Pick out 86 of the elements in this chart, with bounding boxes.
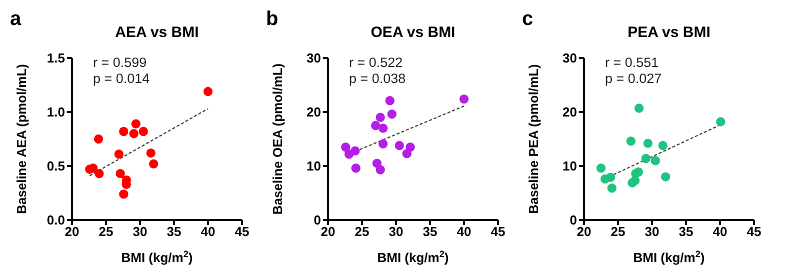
- point: [94, 134, 104, 144]
- x-tick-label: 40: [456, 224, 472, 240]
- x-axis-title: BMI (kg/m$^{2}$): [377, 249, 449, 265]
- y-axis-title: Baseline OEA (pmol/mL): [270, 63, 285, 215]
- y-tick-label: 0.5: [46, 158, 65, 174]
- x-tick-label: 45: [490, 224, 506, 240]
- x-tick-label: 40: [712, 224, 728, 240]
- chart-title: PEA vs BMI: [626, 24, 712, 41]
- point: [378, 124, 388, 133]
- y-tick-label: 20: [306, 104, 321, 120]
- point: [661, 172, 670, 182]
- point: [203, 86, 213, 96]
- point: [643, 138, 653, 148]
- point: [650, 156, 660, 166]
- point: [387, 110, 397, 119]
- x-tick-label: 20: [576, 224, 592, 240]
- point: [371, 120, 380, 130]
- x-tick-label: 35: [422, 224, 438, 240]
- text: a: [10, 8, 22, 31]
- point: [146, 148, 156, 158]
- point: [406, 142, 415, 152]
- point: [88, 164, 98, 173]
- point: [138, 126, 148, 136]
- y-tick-label: 1.0: [46, 104, 65, 120]
- annotation: p = 0.027: [605, 71, 662, 87]
- annotation: r = 0.522: [349, 55, 404, 71]
- point: [385, 96, 394, 106]
- point: [376, 112, 385, 122]
- x-tick-label: 30: [388, 224, 404, 240]
- x-tick-label: 25: [98, 224, 114, 240]
- y-tick-label: 30: [306, 50, 321, 66]
- x-tick-label: 25: [610, 224, 626, 240]
- point: [716, 117, 726, 126]
- x-tick-label: 40: [200, 224, 216, 240]
- x-tick-label: 20: [64, 224, 80, 240]
- point: [351, 164, 360, 173]
- annotation: p = 0.014: [93, 71, 150, 87]
- x-axis-title: BMI (kg/m$^{2}$): [121, 249, 193, 265]
- point: [116, 168, 125, 178]
- x-tick-label: 45: [234, 224, 250, 240]
- y-tick-label: 10: [306, 158, 321, 174]
- point: [350, 146, 360, 156]
- point: [378, 139, 388, 148]
- y-tick-label: 0.0: [46, 212, 65, 228]
- y-tick-label: 20: [562, 104, 577, 120]
- point: [94, 168, 104, 178]
- text: c: [522, 8, 534, 31]
- point: [394, 140, 404, 150]
- annotation: r = 0.551: [605, 55, 660, 71]
- y-tick-label: 30: [562, 50, 577, 66]
- y-axis-title: Baseline AEA (pmol/mL): [14, 64, 29, 214]
- y-tick-label: 10: [562, 158, 577, 174]
- x-tick-label: 25: [354, 224, 370, 240]
- y-axis-title: Baseline PEA (pmol/mL): [526, 64, 541, 214]
- point: [606, 172, 616, 182]
- point: [114, 150, 124, 159]
- x-tick-label: 20: [320, 224, 336, 240]
- x-tick-label: 35: [678, 224, 694, 240]
- text: b: [266, 8, 278, 31]
- x-axis-title: BMI (kg/m$^{2}$): [633, 249, 705, 265]
- point: [376, 165, 385, 174]
- point: [459, 94, 469, 104]
- point: [607, 184, 616, 193]
- x-tick-label: 30: [644, 224, 660, 240]
- point: [634, 167, 643, 177]
- point: [149, 159, 158, 168]
- point: [626, 136, 636, 146]
- y-tick-label: 0: [570, 212, 577, 228]
- y-tick-label: 1.5: [46, 50, 65, 66]
- point: [634, 104, 644, 113]
- point: [119, 189, 128, 199]
- point: [641, 154, 650, 164]
- chart-title: OEA vs BMI: [370, 24, 456, 41]
- annotation: p = 0.038: [349, 71, 406, 87]
- y-tick-label: 0: [314, 212, 321, 228]
- point: [131, 119, 141, 128]
- point: [129, 129, 138, 138]
- x-tick-label: 30: [132, 224, 148, 240]
- point: [596, 164, 606, 173]
- annotation: r = 0.599: [93, 55, 148, 71]
- chart-title: AEA vs BMI: [114, 24, 200, 41]
- x-tick-label: 35: [166, 224, 182, 240]
- x-tick-label: 45: [746, 224, 762, 240]
- point: [341, 142, 350, 152]
- point: [658, 140, 668, 150]
- point: [119, 126, 128, 136]
